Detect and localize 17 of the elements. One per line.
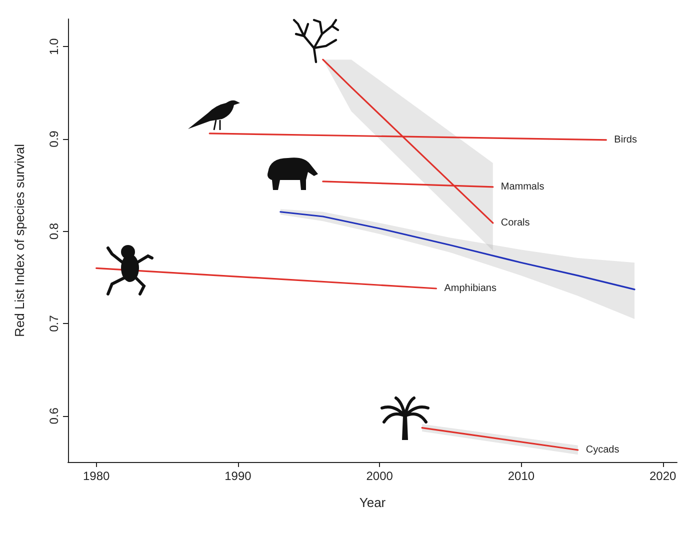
y-axis-title: Red List Index of species survival [12, 144, 27, 337]
series-label: Mammals [500, 181, 544, 192]
x-tick-label: 1990 [224, 469, 252, 483]
series-label: Amphibians [444, 282, 496, 294]
x-axis-title: Year [359, 495, 386, 510]
y-tick-label: 0.9 [47, 130, 61, 148]
x-tick-label: 2020 [649, 469, 677, 483]
x-tick-label: 2010 [508, 469, 535, 483]
y-tick-label: 1.0 [47, 38, 61, 56]
y-tick-label: 0.8 [47, 222, 61, 240]
y-tick-label: 0.7 [47, 314, 61, 332]
y-tick-label: 0.6 [47, 407, 61, 424]
x-tick-label: 2000 [366, 469, 394, 483]
x-tick-label: 1980 [82, 469, 110, 483]
series-label: Cycads [586, 444, 620, 456]
series-label: Birds [614, 134, 637, 146]
series-label: Corals [500, 217, 530, 228]
